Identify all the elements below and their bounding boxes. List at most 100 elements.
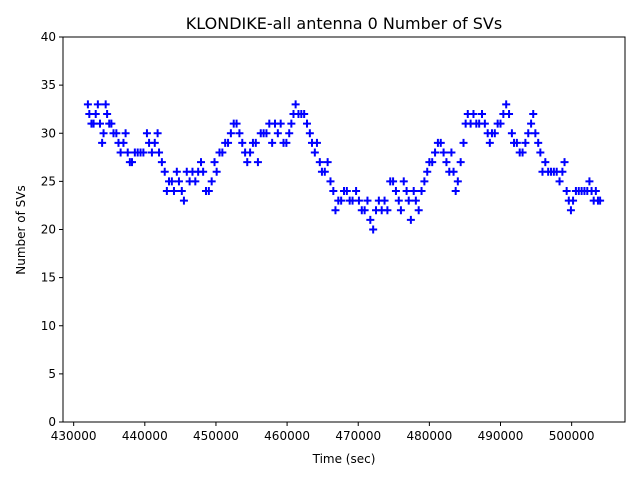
data-point bbox=[521, 138, 530, 147]
data-point bbox=[518, 148, 527, 157]
data-point bbox=[383, 206, 392, 215]
data-point bbox=[337, 196, 346, 205]
data-point bbox=[243, 158, 252, 167]
data-point bbox=[91, 110, 100, 118]
data-point bbox=[153, 129, 162, 138]
data-point bbox=[560, 158, 569, 167]
data-point bbox=[596, 196, 605, 205]
data-point bbox=[147, 148, 156, 157]
y-tick-label: 40 bbox=[41, 30, 56, 44]
data-point bbox=[391, 187, 400, 195]
data-point bbox=[428, 158, 437, 167]
data-point bbox=[312, 138, 321, 147]
data-point bbox=[95, 119, 104, 128]
x-tick-label: 500000 bbox=[549, 429, 595, 443]
data-point bbox=[490, 129, 499, 138]
data-point bbox=[524, 129, 533, 138]
data-point bbox=[342, 187, 351, 195]
data-point bbox=[453, 177, 462, 186]
data-point bbox=[505, 110, 514, 118]
y-tick-label: 25 bbox=[41, 174, 56, 188]
data-point bbox=[436, 138, 445, 147]
data-point bbox=[404, 196, 413, 205]
data-point bbox=[191, 177, 200, 186]
data-point bbox=[232, 119, 241, 128]
data-point bbox=[569, 196, 578, 205]
x-tick-label: 480000 bbox=[406, 429, 452, 443]
plot-frame bbox=[62, 36, 626, 423]
y-axis-label: Number of SVs bbox=[14, 185, 28, 274]
x-tick-label: 470000 bbox=[335, 429, 381, 443]
y-tick-label: 20 bbox=[41, 223, 56, 237]
data-point bbox=[469, 110, 478, 118]
data-point bbox=[447, 148, 456, 157]
data-point bbox=[558, 167, 567, 176]
data-point bbox=[157, 158, 166, 167]
data-point bbox=[541, 158, 550, 167]
data-point bbox=[394, 196, 403, 205]
chart-title: KLONDIKE-all antenna 0 Number of SVs bbox=[186, 14, 502, 33]
data-point bbox=[354, 196, 363, 205]
data-point bbox=[218, 148, 227, 157]
plot-area bbox=[83, 100, 605, 234]
x-tick-label: 460000 bbox=[264, 429, 310, 443]
data-point bbox=[253, 158, 262, 167]
data-point bbox=[562, 187, 571, 195]
data-point bbox=[323, 158, 332, 167]
data-point bbox=[566, 206, 575, 215]
data-point bbox=[480, 119, 489, 128]
data-point bbox=[529, 110, 538, 118]
data-point bbox=[315, 158, 324, 167]
data-point bbox=[389, 177, 398, 186]
y-tick-label: 5 bbox=[48, 367, 56, 381]
data-point bbox=[162, 187, 171, 195]
data-point bbox=[507, 129, 516, 138]
data-point bbox=[456, 158, 465, 167]
data-point bbox=[128, 158, 137, 167]
data-point bbox=[478, 110, 487, 118]
data-point bbox=[142, 129, 151, 138]
data-point bbox=[396, 206, 405, 215]
y-tick-label: 30 bbox=[41, 126, 56, 140]
data-point bbox=[459, 138, 468, 147]
data-point bbox=[210, 158, 219, 167]
data-point bbox=[331, 206, 340, 215]
data-point bbox=[285, 129, 294, 138]
x-axis: 430000 440000 450000 460000 470000 480000 4900… bbox=[51, 422, 595, 443]
data-point bbox=[406, 215, 415, 224]
data-point bbox=[93, 100, 102, 109]
data-point bbox=[174, 177, 183, 186]
data-point bbox=[199, 167, 208, 176]
data-point bbox=[531, 129, 540, 138]
data-point bbox=[273, 129, 282, 138]
data-point bbox=[112, 129, 121, 138]
data-point bbox=[150, 138, 159, 147]
data-point bbox=[212, 167, 221, 176]
y-tick-label: 35 bbox=[41, 78, 56, 92]
data-point bbox=[399, 177, 408, 186]
data-point bbox=[352, 187, 361, 195]
data-point bbox=[83, 100, 92, 109]
data-point bbox=[197, 158, 206, 167]
data-point bbox=[169, 187, 178, 195]
data-point bbox=[310, 148, 319, 157]
data-point bbox=[360, 206, 369, 215]
data-point bbox=[502, 100, 511, 109]
data-point bbox=[380, 196, 389, 205]
data-point bbox=[251, 138, 260, 147]
data-point bbox=[420, 177, 429, 186]
data-point bbox=[123, 148, 132, 157]
data-point bbox=[320, 167, 329, 176]
data-point bbox=[291, 100, 300, 109]
data-point bbox=[119, 138, 128, 147]
data-point bbox=[167, 177, 176, 186]
y-tick-label: 15 bbox=[41, 271, 56, 285]
data-point bbox=[363, 196, 372, 205]
data-point bbox=[414, 206, 423, 215]
data-point bbox=[155, 148, 164, 157]
data-point bbox=[303, 119, 312, 128]
data-point bbox=[417, 187, 426, 195]
data-point bbox=[585, 177, 594, 186]
